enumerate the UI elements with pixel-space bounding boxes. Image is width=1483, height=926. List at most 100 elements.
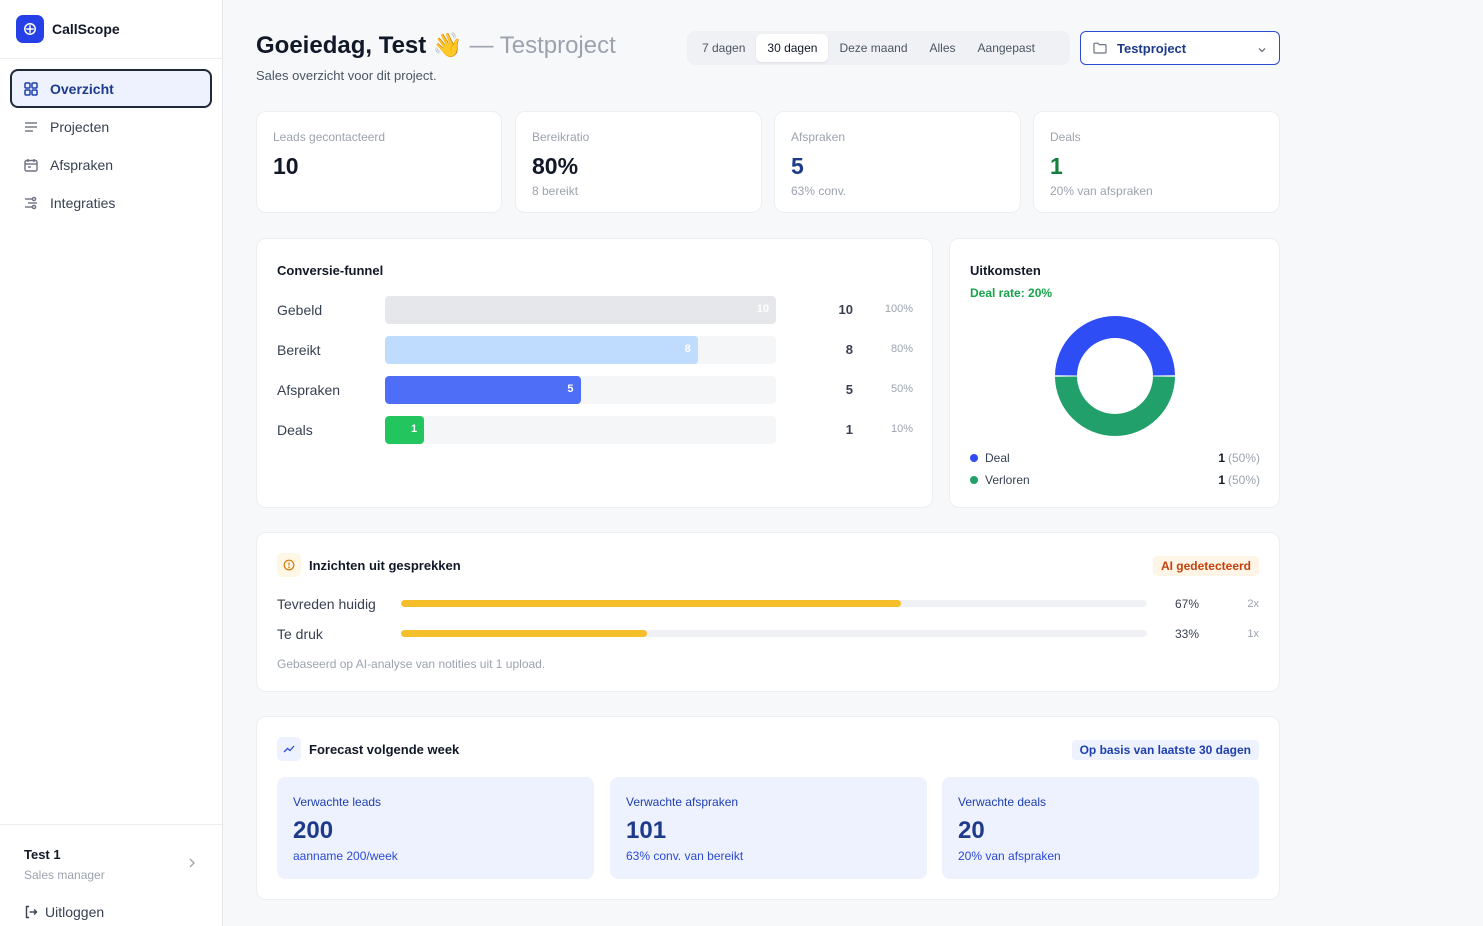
sidebar-item-label: Integraties	[50, 195, 116, 211]
project-suffix: — Testproject	[469, 32, 616, 59]
funnel-row-label: Gebeld	[277, 302, 323, 318]
donut-slice-deal[interactable]	[1055, 315, 1175, 376]
kpi-label: Afspraken	[791, 130, 846, 144]
funnel-row-label: Bereikt	[277, 342, 321, 358]
funnel-row-pct: 10%	[890, 423, 913, 435]
tab-30-dagen[interactable]: 30 dagen	[756, 34, 829, 62]
kpi-card-afspraken: Afspraken 5 63% conv.	[774, 111, 1021, 213]
funnel-row-pct: 80%	[890, 343, 913, 355]
insight-bar	[401, 600, 901, 607]
forecast-label: Verwachte deals	[958, 795, 1047, 809]
funnel-bar-value: 1	[410, 423, 418, 435]
funnel-row-label: Afspraken	[277, 382, 341, 398]
conversion-funnel-card: Conversie-funnel Gebeld 10 10 100% Berei…	[256, 238, 933, 508]
kpi-label: Deals	[1050, 130, 1081, 144]
kpi-card-leads: Leads gecontacteerd 10	[256, 111, 502, 213]
trending-up-icon	[277, 737, 301, 761]
brand[interactable]: CallScope	[0, 0, 222, 59]
funnel-bar: 10	[385, 296, 776, 324]
sidebar-item-projecten[interactable]: Projecten	[10, 108, 212, 146]
insight-row: Te druk 33% 1x	[277, 624, 1261, 644]
forecast-card: Forecast volgende week Op basis van laat…	[256, 716, 1280, 900]
forecast-box-leads: Verwachte leads 200 aanname 200/week	[277, 777, 594, 879]
forecast-sub: aanname 200/week	[293, 849, 398, 863]
legend-name: Verloren	[985, 473, 1030, 487]
kpi-label: Leads gecontacteerd	[273, 130, 386, 144]
insight-track	[401, 600, 1147, 607]
user-profile[interactable]: Test 1 Sales manager	[0, 824, 222, 894]
funnel-row-count: 5	[845, 382, 853, 397]
funnel-row-label: Deals	[277, 422, 313, 438]
forecast-sub: 63% conv. van bereikt	[626, 849, 744, 863]
funnel-title: Conversie-funnel	[277, 263, 384, 278]
funnel-bar-value: 5	[567, 383, 574, 395]
callscope-logo-icon	[16, 15, 44, 43]
funnel-row-pct: 100%	[884, 303, 913, 315]
project-select[interactable]: Testproject	[1080, 31, 1280, 65]
folder-icon	[1093, 42, 1107, 54]
funnel-track: 10	[385, 296, 776, 324]
sidebar-item-integraties[interactable]: Integraties	[10, 184, 212, 222]
tab-7-dagen[interactable]: 7 dagen	[702, 41, 746, 55]
legend-item-verloren: Verloren 1 (50%)	[970, 472, 1260, 488]
alert-circle-icon	[277, 553, 301, 577]
insight-track	[401, 630, 1147, 637]
forecast-box-afspraken: Verwachte afspraken 101 63% conv. van be…	[610, 777, 927, 879]
sidebar: CallScope Overzicht Projecten Afspraken …	[0, 0, 223, 926]
sidebar-item-afspraken[interactable]: Afspraken	[10, 146, 212, 184]
forecast-sub: 20% van afspraken	[958, 849, 1061, 863]
kpi-label: Bereikratio	[532, 130, 590, 144]
insight-count: 1x	[1247, 628, 1259, 640]
forecast-value: 200	[293, 817, 334, 844]
sidebar-item-overzicht[interactable]: Overzicht	[10, 69, 212, 108]
sidebar-item-label: Overzicht	[50, 80, 114, 97]
page-subtitle: Sales overzicht voor dit project.	[256, 68, 437, 83]
project-select-value: Testproject	[1117, 40, 1187, 56]
kpi-sub: 63% conv.	[791, 184, 847, 198]
forecast-basis-badge: Op basis van laatste 30 dagen	[1071, 740, 1259, 760]
insights-title: Inzichten uit gesprekken	[309, 558, 461, 573]
legend-item-deal: Deal 1 (50%)	[970, 450, 1260, 466]
kpi-sub: 20% van afspraken	[1050, 184, 1153, 198]
logout-button[interactable]: Uitloggen	[24, 904, 104, 920]
legend-pct: (50%)	[1227, 451, 1260, 465]
date-range-tabs: 7 dagen 30 dagen Deze maand Alles Aangep…	[687, 31, 1070, 65]
calendar-icon	[23, 157, 39, 173]
insight-bar	[401, 630, 648, 637]
funnel-row: Afspraken 5 5 50%	[277, 376, 917, 404]
funnel-row-pct: 50%	[890, 383, 913, 395]
outcomes-title: Uitkomsten	[970, 263, 1041, 278]
tab-aangepast[interactable]: Aangepast	[977, 41, 1035, 55]
funnel-row-count: 10	[838, 302, 853, 317]
tab-deze-maand[interactable]: Deze maand	[839, 41, 908, 55]
sidebar-item-label: Projecten	[50, 119, 110, 135]
app-name: CallScope	[52, 21, 120, 37]
tab-alles[interactable]: Alles	[929, 41, 956, 55]
funnel-bar: 1	[385, 416, 425, 444]
outcomes-donut-chart	[1055, 315, 1175, 437]
donut-slice-verloren[interactable]	[1055, 376, 1175, 437]
logout-icon	[24, 905, 38, 919]
kpi-value: 80%	[532, 153, 579, 179]
forecast-title: Forecast volgende week	[309, 742, 460, 757]
kpi-card-deals: Deals 1 20% van afspraken	[1033, 111, 1280, 213]
kpi-value: 1	[1050, 153, 1063, 179]
chevron-right-icon	[188, 857, 196, 871]
insight-label: Te druk	[277, 626, 323, 642]
deal-rate: Deal rate: 20%	[970, 286, 1053, 300]
forecast-label: Verwachte afspraken	[626, 795, 739, 809]
funnel-bar: 8	[385, 336, 698, 364]
user-name: Test 1	[24, 847, 61, 862]
insight-label: Tevreden huidig	[277, 596, 376, 612]
grid-icon	[23, 81, 39, 97]
outcomes-card: Uitkomsten Deal rate: 20% Deal 1 (50%) V…	[949, 238, 1280, 508]
insight-pct: 67%	[1174, 597, 1199, 611]
funnel-row: Bereikt 8 8 80%	[277, 336, 917, 364]
insight-pct: 33%	[1174, 627, 1199, 641]
forecast-box-deals: Verwachte deals 20 20% van afspraken	[942, 777, 1259, 879]
logout-label: Uitloggen	[45, 904, 105, 920]
chevron-down-icon	[1257, 42, 1267, 60]
user-role: Sales manager	[24, 868, 105, 882]
funnel-row-count: 8	[845, 342, 853, 357]
sidebar-item-label: Afspraken	[50, 157, 114, 173]
